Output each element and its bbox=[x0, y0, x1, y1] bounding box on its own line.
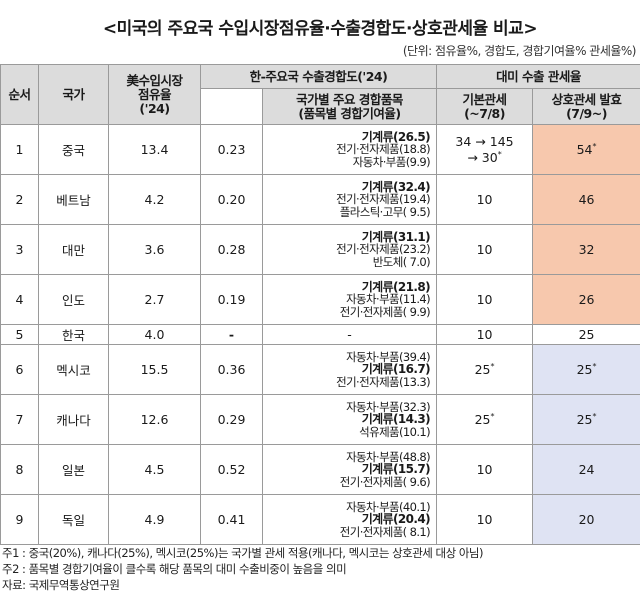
comparison-table: 순서 국가 美수입시장 점유율 ('24) 한-주요국 수출경합도('24) 대… bbox=[0, 64, 640, 545]
table-row: 7 캐나다 12.6 0.29 자동차·부품(32.3) 기계류(14.3) 석… bbox=[0, 394, 640, 445]
table-row: 3 대만 3.6 0.28 기계류(31.1) 전기·전자제품(23.2) 반도… bbox=[0, 224, 640, 275]
cell-share: 4.5 bbox=[108, 444, 201, 495]
cell-country: 베트남 bbox=[38, 174, 109, 225]
cell-rank: 8 bbox=[0, 444, 39, 495]
cell-overlap: 0.52 bbox=[200, 444, 263, 495]
header-country: 국가 bbox=[38, 64, 109, 125]
cell-country: 캐나다 bbox=[38, 394, 109, 445]
cell-reciprocal-tariff: 25* bbox=[532, 344, 640, 395]
cell-rank: 9 bbox=[0, 494, 39, 545]
cell-overlap: 0.29 bbox=[200, 394, 263, 445]
source-note: 자료: 국제무역통상연구원 bbox=[2, 578, 120, 592]
header-overlap-group: 한-주요국 수출경합도('24) bbox=[199, 64, 438, 89]
cell-items: 자동차·부품(48.8) 기계류(15.7) 전기·전자제품( 9.6) bbox=[261, 444, 438, 495]
table-row: 1 중국 13.4 0.23 기계류(26.5) 전기·전자제품(18.8) 자… bbox=[0, 124, 640, 175]
cell-items: 기계류(32.4) 전기·전자제품(19.4) 플라스틱·고무( 9.5) bbox=[261, 174, 438, 225]
cell-rank: 7 bbox=[0, 394, 39, 445]
unit-note: (단위: 점유율%, 경합도, 경합기여율% 관세율%) bbox=[402, 44, 637, 58]
page-title: <미국의 주요국 수입시장점유율·수출경합도·상호관세율 비교> bbox=[102, 19, 538, 39]
header-share: 美수입시장 점유율 ('24) bbox=[108, 64, 201, 125]
cell-reciprocal-tariff: 25* bbox=[532, 394, 640, 445]
cell-base-tariff: 10 bbox=[436, 274, 534, 325]
cell-base-tariff: 10 bbox=[436, 174, 534, 225]
cell-base-tariff: 25* bbox=[436, 344, 534, 395]
cell-reciprocal-tariff: 25 bbox=[532, 324, 640, 345]
table-row: 8 일본 4.5 0.52 자동차·부품(48.8) 기계류(15.7) 전기·… bbox=[0, 444, 640, 495]
cell-items: 자동차·부품(32.3) 기계류(14.3) 석유제품(10.1) bbox=[261, 394, 438, 445]
cell-items: 기계류(21.8) 자동차·부품(11.4) 전기·전자제품( 9.9) bbox=[261, 274, 438, 325]
cell-share: 4.9 bbox=[108, 494, 201, 545]
cell-country: 인도 bbox=[38, 274, 109, 325]
cell-country: 대만 bbox=[38, 224, 109, 275]
cell-country: 독일 bbox=[38, 494, 109, 545]
cell-base-tariff: 25* bbox=[436, 394, 534, 445]
header-tariff-group: 대미 수출 관세율 bbox=[436, 64, 640, 89]
cell-reciprocal-tariff: 46 bbox=[532, 174, 640, 225]
cell-reciprocal-tariff: 26 bbox=[532, 274, 640, 325]
cell-country: 중국 bbox=[38, 124, 109, 175]
cell-rank: 4 bbox=[0, 274, 39, 325]
table-row: 2 베트남 4.2 0.20 기계류(32.4) 전기·전자제품(19.4) 플… bbox=[0, 174, 640, 225]
cell-overlap: 0.28 bbox=[200, 224, 263, 275]
cell-overlap: 0.36 bbox=[200, 344, 263, 395]
cell-share: 4.0 bbox=[108, 324, 201, 345]
cell-country: 일본 bbox=[38, 444, 109, 495]
header-overlap-index bbox=[200, 88, 263, 125]
footnotes: 주1 : 중국(20%), 캐나다(25%), 멕시코(25%)는 국가별 관세… bbox=[2, 545, 640, 593]
cell-rank: 6 bbox=[0, 344, 39, 395]
header-rank: 순서 bbox=[0, 64, 39, 125]
cell-items: 기계류(26.5) 전기·전자제품(18.8) 자동차·부품(9.9) bbox=[261, 124, 438, 175]
table-row: 9 독일 4.9 0.41 자동차·부품(40.1) 기계류(20.4) 전기·… bbox=[0, 494, 640, 545]
table-row: 5 한국 4.0 - - 10 25 bbox=[0, 324, 640, 345]
header-overlap-items: 국가별 주요 경합품목 (품목별 경합기여율) bbox=[261, 88, 438, 125]
cell-rank: 2 bbox=[0, 174, 39, 225]
cell-share: 4.2 bbox=[108, 174, 201, 225]
table-row: 6 멕시코 15.5 0.36 자동차·부품(39.4) 기계류(16.7) 전… bbox=[0, 344, 640, 395]
cell-overlap: 0.41 bbox=[200, 494, 263, 545]
cell-overlap: 0.20 bbox=[200, 174, 263, 225]
header-reciprocal-tariff: 상호관세 발효 (7/9~) bbox=[532, 88, 640, 125]
cell-rank: 1 bbox=[0, 124, 39, 175]
footnote-2: 주2 : 품목별 경합기여율이 클수록 해당 품목의 대미 수출비중이 높음을 … bbox=[2, 562, 347, 576]
cell-reciprocal-tariff: 32 bbox=[532, 224, 640, 275]
cell-share: 3.6 bbox=[108, 224, 201, 275]
header-base-tariff: 기본관세 (~7/8) bbox=[436, 88, 534, 125]
cell-items: - bbox=[261, 324, 438, 345]
cell-share: 13.4 bbox=[108, 124, 201, 175]
cell-base-tariff: 10 bbox=[436, 444, 534, 495]
cell-country: 멕시코 bbox=[38, 344, 109, 395]
cell-country: 한국 bbox=[38, 324, 109, 345]
cell-overlap: - bbox=[200, 324, 263, 345]
cell-base-tariff: 10 bbox=[436, 494, 534, 545]
cell-items: 자동차·부품(40.1) 기계류(20.4) 전기·전자제품( 8.1) bbox=[261, 494, 438, 545]
cell-reciprocal-tariff: 20 bbox=[532, 494, 640, 545]
cell-items: 자동차·부품(39.4) 기계류(16.7) 전기·전자제품(13.3) bbox=[261, 344, 438, 395]
cell-reciprocal-tariff: 54* bbox=[532, 124, 640, 175]
cell-share: 12.6 bbox=[108, 394, 201, 445]
cell-base-tariff: 10 bbox=[436, 224, 534, 275]
table-row: 4 인도 2.7 0.19 기계류(21.8) 자동차·부품(11.4) 전기·… bbox=[0, 274, 640, 325]
cell-rank: 3 bbox=[0, 224, 39, 275]
footnote-1: 주1 : 중국(20%), 캐나다(25%), 멕시코(25%)는 국가별 관세… bbox=[2, 546, 484, 560]
cell-share: 2.7 bbox=[108, 274, 201, 325]
cell-reciprocal-tariff: 24 bbox=[532, 444, 640, 495]
cell-base-tariff: 10 bbox=[436, 324, 534, 345]
cell-items: 기계류(31.1) 전기·전자제품(23.2) 반도체( 7.0) bbox=[261, 224, 438, 275]
cell-overlap: 0.19 bbox=[200, 274, 263, 325]
cell-share: 15.5 bbox=[108, 344, 201, 395]
cell-base-tariff: 34 → 145 → 30* bbox=[436, 124, 534, 175]
cell-rank: 5 bbox=[0, 324, 39, 345]
cell-overlap: 0.23 bbox=[200, 124, 263, 175]
